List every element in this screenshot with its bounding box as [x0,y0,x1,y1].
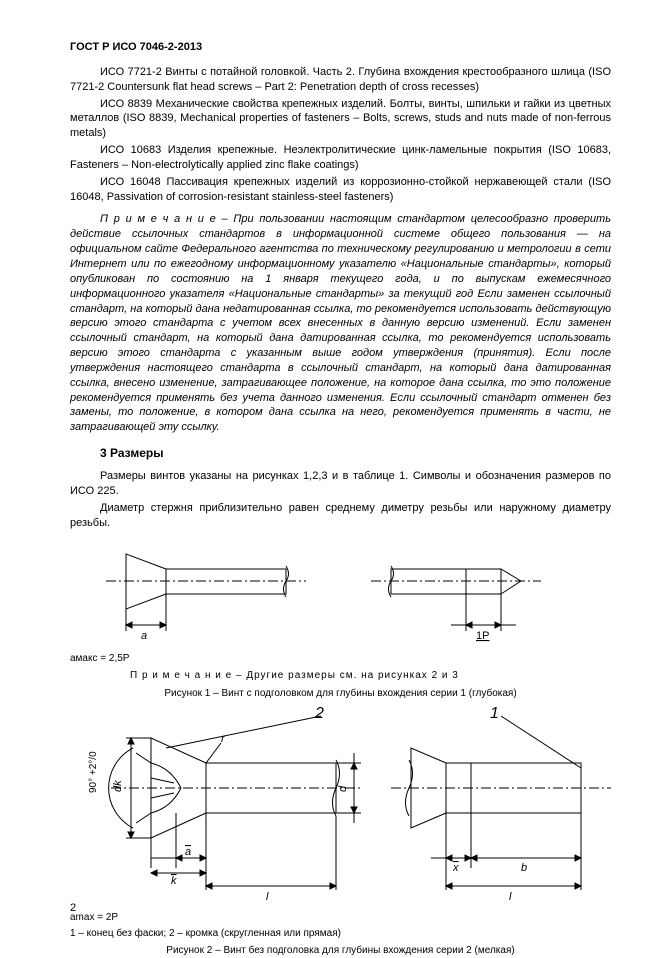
fig2-amax: amax = 2P [70,911,611,925]
body-paragraph: Размеры винтов указаны на рисунках 1,2,3… [70,469,611,499]
ref-paragraph: ИСО 7721-2 Винты с потайной головкой. Ча… [70,65,611,95]
dim-label-a: a [141,630,147,642]
dim-b: b [521,862,527,874]
note-block: П р и м е ч а н и е – При пользовании на… [70,212,611,435]
dim-x: x [452,862,459,874]
ref-paragraph: ИСО 8839 Механические свойства крепежных… [70,97,611,142]
ref-paragraph: ИСО 10683 Изделия крепежные. Неэлектроли… [70,143,611,173]
dim-angle: 90° +2°/0 [88,751,99,793]
body-paragraph: Диаметр стержня приблизительно равен сре… [70,501,611,531]
ref-paragraph: ИСО 16048 Пассивация крепежных изделий и… [70,175,611,205]
fig2-caption: Рисунок 2 – Винт без подголовка для глуб… [70,944,611,958]
fig1-amax: aмакс = 2,5P [70,652,611,666]
dim-l2: l [509,891,512,903]
page-number: 2 [70,901,76,916]
fig2-legend: 1 – конец без фаски; 2 – кромка (скругле… [70,927,611,941]
figure-1: a 1P [70,539,611,644]
callout-1: 1 [490,703,499,725]
dim-dk: dk [112,780,124,792]
document-id: ГОСТ Р ИСО 7046-2-2013 [70,40,611,55]
dim-k: k [171,875,177,887]
fig1-note: П р и м е ч а н и е – Другие размеры см.… [70,669,611,683]
dim-d: d [337,785,349,792]
dim-l: l [266,891,269,903]
dim-a: a [185,846,191,858]
callout-2: 2 [315,703,324,725]
section-heading: 3 Размеры [100,445,611,461]
dim-r: r [221,733,226,745]
fig1-caption: Рисунок 1 – Винт с подголовком для глуби… [70,687,611,701]
figure-2: 2 1 [70,708,611,903]
dim-label-1p: 1P [476,630,489,642]
